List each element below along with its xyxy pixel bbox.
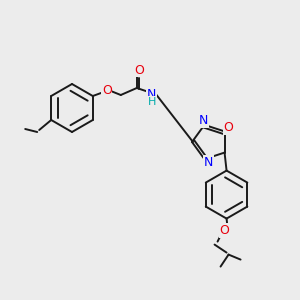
Text: O: O bbox=[134, 64, 144, 76]
Text: N: N bbox=[199, 114, 208, 128]
Text: N: N bbox=[204, 156, 213, 169]
Text: O: O bbox=[224, 121, 233, 134]
Text: N: N bbox=[147, 88, 157, 101]
Text: H: H bbox=[148, 97, 156, 107]
Text: O: O bbox=[102, 85, 112, 98]
Text: O: O bbox=[220, 224, 230, 237]
